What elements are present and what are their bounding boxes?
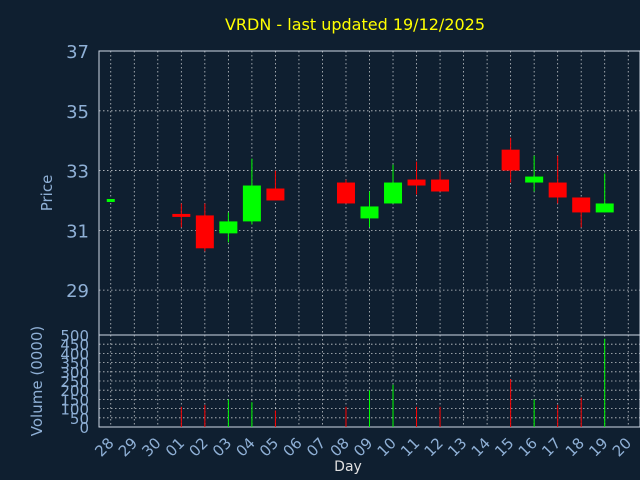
- x-axis-label: Day: [334, 459, 362, 475]
- day-tick-label: 07: [303, 434, 329, 460]
- candle-body: [172, 213, 191, 217]
- day-tick-label: 28: [91, 434, 117, 460]
- day-tick-label: 05: [256, 434, 282, 460]
- day-tick-label: 29: [115, 434, 141, 460]
- candle-body: [195, 215, 214, 249]
- day-tick-label: 12: [421, 434, 447, 460]
- day-tick-label: 14: [468, 434, 494, 460]
- candle-body: [219, 221, 238, 234]
- candle-body: [407, 179, 426, 186]
- price-tick-label: 37: [66, 42, 89, 63]
- candle-body: [266, 188, 285, 201]
- candle-body: [431, 179, 450, 192]
- candles: [106, 137, 614, 252]
- volume-tick-label: 450: [60, 336, 89, 354]
- volume-tick-label: 350: [60, 355, 89, 373]
- volume-tick-label: 150: [60, 391, 89, 409]
- volume-bars: [180, 338, 606, 427]
- volume-tick-label: 200: [60, 382, 89, 400]
- day-tick-label: 18: [562, 434, 588, 460]
- day-tick-label: 15: [491, 434, 517, 460]
- day-tick-label: 08: [327, 434, 353, 460]
- volume-tick-label: 100: [60, 401, 89, 419]
- candle-body: [242, 185, 261, 222]
- price-axis-label: Price: [38, 175, 56, 212]
- day-tick-label: 06: [280, 434, 306, 460]
- candle-body: [106, 198, 115, 202]
- price-tick-label: 29: [66, 281, 89, 302]
- candle-body: [501, 149, 520, 171]
- candle-body: [384, 182, 403, 204]
- volume-tick-label: 400: [60, 345, 89, 363]
- price-tick-label: 31: [66, 221, 89, 242]
- day-tick-label: 30: [138, 434, 164, 460]
- day-tick-label: 17: [538, 434, 564, 460]
- candle-body: [525, 176, 544, 183]
- price-tick-label: 35: [66, 102, 89, 123]
- day-tick-label: 19: [585, 434, 611, 460]
- day-tick-label: 11: [397, 434, 423, 460]
- price-grid: [99, 50, 640, 335]
- day-tick-label: 16: [515, 434, 541, 460]
- day-tick-labels: 2829300102030405060708091011121314151617…: [91, 434, 635, 460]
- day-tick-label: 01: [162, 434, 188, 460]
- price-tick-labels: 29 31 33 35 37: [66, 42, 89, 302]
- candle-body: [360, 206, 379, 219]
- day-tick-label: 13: [444, 434, 470, 460]
- candle-body: [548, 182, 567, 198]
- volume-tick-label: 500: [60, 327, 89, 345]
- volume-tick-label: 300: [60, 364, 89, 382]
- day-tick-label: 03: [209, 434, 235, 460]
- price-tick-label: 33: [66, 162, 89, 183]
- candle-body: [595, 203, 614, 213]
- candle-body: [572, 197, 591, 213]
- day-tick-label: 02: [185, 434, 211, 460]
- chart-title: VRDN - last updated 19/12/2025: [225, 15, 485, 34]
- day-tick-label: 04: [232, 434, 258, 460]
- volume-axis-label: Volume (0000): [28, 326, 46, 436]
- volume-tick-label: 250: [60, 373, 89, 391]
- candle-body: [336, 182, 355, 204]
- day-tick-label: 10: [374, 434, 400, 460]
- day-tick-label: 20: [609, 434, 635, 460]
- volume-tick-label: 0: [79, 419, 89, 437]
- volume-tick-label: 50: [70, 410, 89, 428]
- day-tick-label: 09: [350, 434, 376, 460]
